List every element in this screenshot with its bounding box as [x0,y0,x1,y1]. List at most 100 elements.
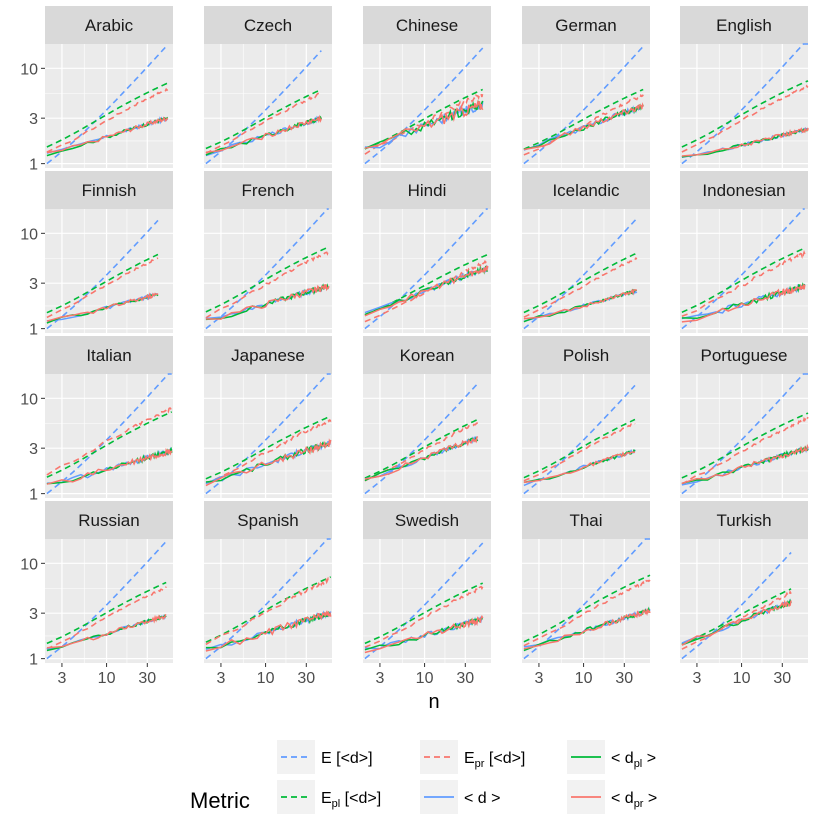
series-line-epr [205,92,322,154]
x-tick-label: 10 [416,670,434,687]
facet-strip [363,171,491,209]
series-line-dpr [681,599,792,646]
series-line-epl [681,247,806,314]
series-line-epr [46,407,173,476]
series-line-dpr [681,283,806,323]
legend-item-epl: Epl [<d>] [277,780,381,814]
x-tick-label: 30 [773,670,791,687]
series-line-e [205,50,322,165]
facet-panel-swedish: Swedish 3 10 30 [363,501,491,687]
facet-panel-arabic: Arabic 1 3 10 [20,6,173,174]
series-line-dpl [46,293,159,324]
facet-panel-french: French [204,171,332,333]
facet-label: Japanese [231,346,305,365]
legend-label: < dpl > [611,750,656,770]
facet-strip [680,501,808,539]
series-line-epr [681,416,809,485]
facet-panel-russian: Russian 1 3 10 3 10 30 [20,501,173,687]
series-line-epl [46,411,173,478]
series-line-epl [523,574,651,643]
facet-strip [45,336,173,374]
y-tick-label: 3 [29,441,38,458]
series-line-epl [364,418,479,479]
legend-label: Epr [<d>] [464,750,525,770]
facet-label: Portuguese [701,346,788,365]
series-line-e [205,208,329,330]
facet-strip [204,336,332,374]
facet-strip [363,501,491,539]
series-line-epl [681,80,809,148]
series-line-dpl [205,115,322,156]
series-line-dpl [523,103,644,150]
series-line-dpl [681,598,792,646]
x-tick-label: 10 [98,670,116,687]
facet-label: Chinese [396,16,458,35]
facet-label: French [242,181,295,200]
facet-strip [680,171,808,209]
series-line-epl [205,576,332,643]
facet-panel-turkish: Turkish 3 10 30 [680,501,808,687]
series-line-dpr [46,613,167,649]
x-tick-label: 30 [615,670,633,687]
facet-panel-korean: Korean [363,336,491,498]
facet-panel-portuguese: Portuguese [680,336,809,498]
facet-label: Korean [400,346,455,365]
facet-label: Russian [78,511,139,530]
facet-panel-english: English [680,6,809,168]
series-line-epr [523,257,638,318]
facet-strip [680,6,808,44]
series-line-dpr [46,116,169,154]
series-line-e [364,47,484,165]
x-tick-label: 30 [297,670,315,687]
facet-label: Czech [244,16,292,35]
series-line-e [364,542,484,660]
facet-panel-hindi: Hindi [363,171,491,333]
facet-strip [522,501,650,539]
legend-label: < d > [464,790,500,807]
series-line-dpr [523,451,636,484]
series-line-dpr [523,608,651,650]
series-line-e [681,43,808,165]
series-line-epr [523,421,636,482]
facet-strip [45,501,173,539]
series-line-dpr [205,284,330,320]
series-line-epl [681,588,792,645]
facet-panel-polish: Polish [522,336,650,498]
x-tick-label: 10 [257,670,275,687]
y-tick-label: 1 [29,652,38,669]
series-line-epl [364,253,489,316]
legend-label: < dpr > [611,790,657,810]
facet-strip [204,171,332,209]
series-line-e [681,551,792,660]
series-line-dpr [364,435,479,480]
y-tick-label: 3 [29,111,38,128]
legend: Metric E [<d>] Epl [<d>] Epr [<d>] < d > < dp… [190,740,657,814]
series-line-epl [205,88,322,150]
series-line-dpr [681,127,809,157]
x-tick-label: 30 [456,670,474,687]
facet-panel-italian: Italian 1 3 10 [20,336,173,504]
facet-strip [204,501,332,539]
series-line-epr [364,92,484,155]
facet-label: English [716,16,772,35]
facet-strip [363,6,491,44]
legend-item-e: E [<d>] [277,740,373,774]
x-tick-label: 3 [534,670,543,687]
series-line-e [46,44,169,165]
series-line-e [523,45,644,165]
series-line-epr [523,579,651,647]
legend-label: E [<d>] [321,750,373,767]
facet-strip [45,171,173,209]
series-line-e [364,382,479,495]
series-line-dpr [364,614,484,654]
facet-panel-czech: Czech [204,6,332,168]
series-line-e [46,219,159,330]
series-line-epl [364,582,484,645]
series-line-epl [681,412,809,479]
facet-panel-icelandic: Icelandic [522,171,650,333]
x-tick-label: 10 [733,670,751,687]
series-line-epr [205,418,332,485]
series-line-dpr [523,288,637,320]
series-line-epl [364,88,483,150]
